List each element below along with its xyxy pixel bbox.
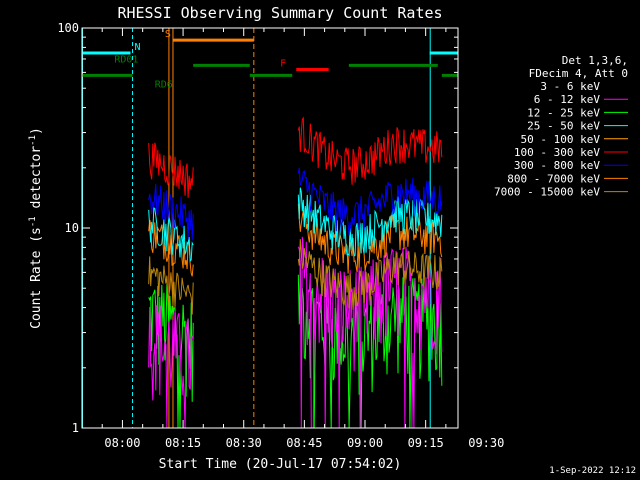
footer-date: 1-Sep-2022 12:12 bbox=[549, 466, 636, 476]
legend-label: 25 - 50 keV bbox=[527, 120, 600, 133]
series-line bbox=[297, 203, 443, 274]
series-line bbox=[297, 187, 443, 257]
plot-area: N S F RD01 RD6 bbox=[82, 28, 459, 429]
x-tick-label: 09:15 bbox=[408, 436, 444, 450]
series-line bbox=[297, 263, 443, 429]
x-tick-label: 08:15 bbox=[165, 436, 201, 450]
series-line bbox=[148, 183, 194, 241]
x-tick-label: 08:00 bbox=[104, 436, 140, 450]
series-line bbox=[148, 142, 194, 198]
x-tick-label: 08:45 bbox=[286, 436, 322, 450]
y-tick-label: 10 bbox=[65, 221, 79, 235]
series-line bbox=[148, 206, 194, 263]
legend-header: Det 1,3,6, bbox=[562, 54, 628, 67]
flag-label: RD01 bbox=[114, 54, 138, 65]
x-tick-label: 09:00 bbox=[347, 436, 383, 450]
y-tick-label: 1 bbox=[72, 421, 79, 435]
x-axis-label: Start Time (20-Jul-17 07:54:02) bbox=[159, 457, 402, 472]
series-line bbox=[297, 167, 443, 236]
flag-label: F bbox=[280, 59, 286, 70]
legend-label: 6 - 12 keV bbox=[534, 93, 601, 106]
legend-label: 100 - 300 keV bbox=[514, 146, 600, 159]
series-line bbox=[148, 256, 194, 315]
series-line bbox=[148, 304, 194, 429]
series-line bbox=[297, 236, 443, 429]
axes: 1 10 100 08:00 08:15 08:30 08:45 09:00 09:15 09:3… bbox=[57, 21, 504, 450]
legend-label: 50 - 100 keV bbox=[521, 133, 601, 146]
legend-label: 800 - 7000 keV bbox=[507, 172, 600, 185]
series-line bbox=[297, 116, 443, 185]
flag-label: RD6 bbox=[155, 79, 173, 90]
chart-title: RHESSI Observing Summary Count Rates bbox=[117, 4, 442, 22]
legend-label: 12 - 25 keV bbox=[527, 106, 600, 119]
legend-label: 300 - 800 keV bbox=[514, 159, 600, 172]
legend-label: 3 - 6 keV bbox=[540, 80, 600, 93]
x-tick-label: 09:30 bbox=[468, 436, 504, 450]
x-tick-label: 08:30 bbox=[226, 436, 262, 450]
legend-header: FDecim 4, Att 0 bbox=[529, 67, 628, 80]
y-tick-label: 100 bbox=[57, 21, 79, 35]
series-line bbox=[297, 239, 443, 310]
flag-label: S bbox=[165, 29, 171, 40]
flag-label: N bbox=[135, 42, 141, 53]
legend-label: 7000 - 15000 keV bbox=[494, 186, 600, 199]
y-axis-label: Count Rate (s-1 detector-1) bbox=[28, 127, 44, 329]
